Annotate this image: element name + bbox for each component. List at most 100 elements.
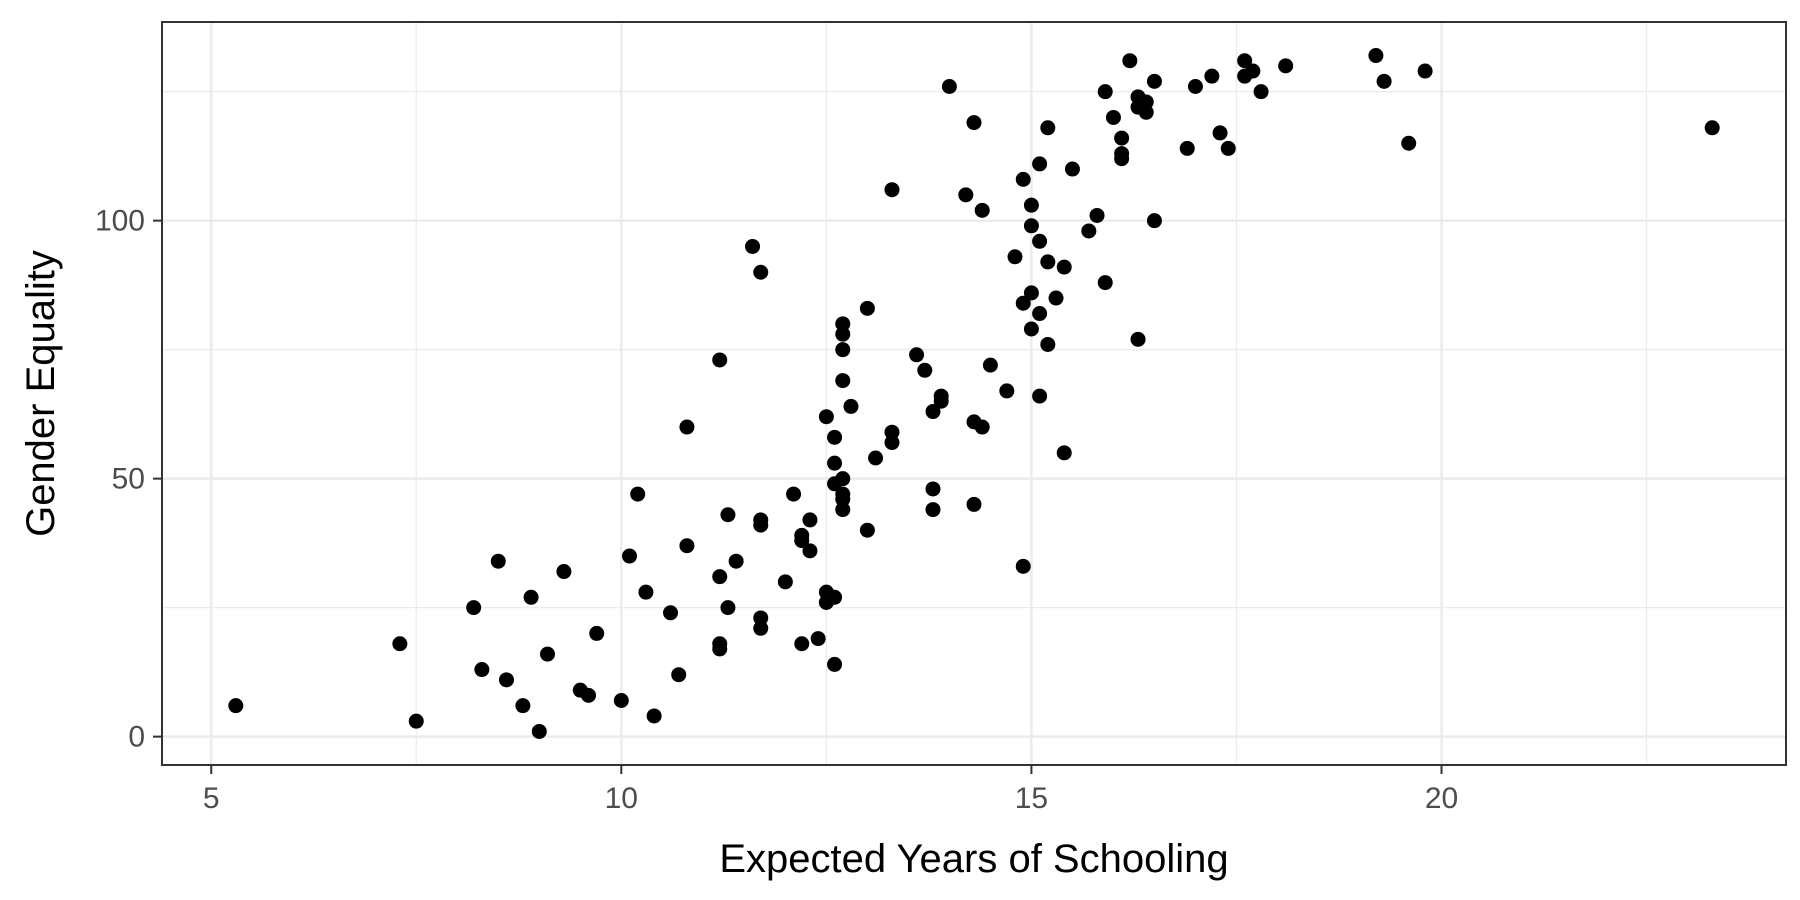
data-point bbox=[859, 300, 875, 316]
data-point bbox=[974, 202, 990, 218]
data-point bbox=[663, 605, 679, 621]
y-tick-label: 100 bbox=[95, 205, 145, 238]
data-point bbox=[523, 589, 539, 605]
data-point bbox=[753, 264, 769, 280]
data-point bbox=[1040, 254, 1056, 270]
data-point bbox=[843, 398, 859, 414]
data-point bbox=[794, 527, 810, 543]
data-point bbox=[835, 326, 851, 342]
y-tick-label: 50 bbox=[112, 463, 145, 496]
data-point bbox=[925, 481, 941, 497]
data-point bbox=[859, 522, 875, 538]
data-point bbox=[1417, 63, 1433, 79]
data-point bbox=[966, 496, 982, 512]
data-point bbox=[1376, 73, 1392, 89]
data-point bbox=[1122, 53, 1138, 69]
data-point bbox=[753, 512, 769, 528]
data-point bbox=[1015, 558, 1031, 574]
data-point bbox=[1040, 120, 1056, 136]
major-gridlines bbox=[162, 22, 1786, 765]
data-point bbox=[1704, 120, 1720, 136]
data-point bbox=[786, 486, 802, 502]
data-point bbox=[1015, 171, 1031, 187]
data-point bbox=[1278, 58, 1294, 74]
data-point bbox=[671, 667, 687, 683]
x-tick-label: 20 bbox=[1425, 782, 1458, 815]
data-point bbox=[1023, 218, 1039, 234]
data-point bbox=[1114, 151, 1130, 167]
data-point bbox=[982, 357, 998, 373]
data-point bbox=[884, 424, 900, 440]
data-point bbox=[1089, 207, 1105, 223]
data-point bbox=[1032, 156, 1048, 172]
data-point bbox=[589, 625, 605, 641]
data-point bbox=[498, 672, 514, 688]
data-point bbox=[818, 409, 834, 425]
data-point bbox=[974, 419, 990, 435]
data-point bbox=[1023, 197, 1039, 213]
data-point bbox=[515, 698, 531, 714]
data-point bbox=[827, 455, 843, 471]
x-tick-label: 10 bbox=[605, 782, 638, 815]
data-point bbox=[228, 698, 244, 714]
data-point bbox=[1056, 445, 1072, 461]
data-point bbox=[1056, 259, 1072, 275]
data-point bbox=[638, 584, 654, 600]
data-point bbox=[810, 631, 826, 647]
data-point bbox=[1064, 161, 1080, 177]
x-tick-label: 15 bbox=[1015, 782, 1048, 815]
data-point bbox=[966, 115, 982, 131]
data-point bbox=[1187, 78, 1203, 94]
data-point bbox=[1040, 336, 1056, 352]
data-point bbox=[802, 543, 818, 559]
data-point bbox=[1007, 249, 1023, 265]
data-point bbox=[490, 553, 506, 569]
data-point bbox=[925, 404, 941, 420]
plot-panel-border bbox=[161, 21, 1787, 766]
data-point bbox=[1212, 125, 1228, 141]
x-tick-label: 5 bbox=[203, 782, 220, 815]
data-point bbox=[1130, 331, 1146, 347]
data-point bbox=[941, 78, 957, 94]
data-point bbox=[1146, 73, 1162, 89]
data-point bbox=[630, 486, 646, 502]
data-point bbox=[408, 713, 424, 729]
data-point bbox=[679, 419, 695, 435]
data-point bbox=[1032, 388, 1048, 404]
data-point bbox=[1220, 140, 1236, 156]
data-point bbox=[827, 656, 843, 672]
y-axis-title: Gender Equality bbox=[19, 250, 63, 537]
data-point bbox=[794, 636, 810, 652]
data-point bbox=[728, 553, 744, 569]
data-point bbox=[1081, 223, 1097, 239]
data-point bbox=[720, 507, 736, 523]
data-point bbox=[909, 347, 925, 363]
data-point bbox=[622, 548, 638, 564]
data-point bbox=[1237, 53, 1253, 69]
data-point bbox=[868, 450, 884, 466]
data-point bbox=[712, 636, 728, 652]
data-point bbox=[646, 708, 662, 724]
data-point bbox=[1032, 233, 1048, 249]
data-point bbox=[712, 569, 728, 585]
data-point bbox=[1097, 84, 1113, 100]
data-point bbox=[1401, 135, 1417, 151]
data-point bbox=[777, 574, 793, 590]
data-point bbox=[835, 491, 851, 507]
data-points bbox=[228, 48, 1720, 739]
data-point bbox=[1204, 68, 1220, 84]
x-axis-title: Expected Years of Schooling bbox=[719, 837, 1228, 881]
y-tick-label: 0 bbox=[128, 721, 145, 754]
data-point bbox=[1097, 275, 1113, 291]
data-point bbox=[613, 693, 629, 709]
data-point bbox=[539, 646, 555, 662]
data-point bbox=[679, 538, 695, 554]
data-point bbox=[884, 435, 900, 451]
data-point bbox=[1245, 63, 1261, 79]
data-point bbox=[581, 687, 597, 703]
data-point bbox=[835, 471, 851, 487]
data-point bbox=[835, 342, 851, 358]
data-point bbox=[392, 636, 408, 652]
data-point bbox=[884, 182, 900, 198]
